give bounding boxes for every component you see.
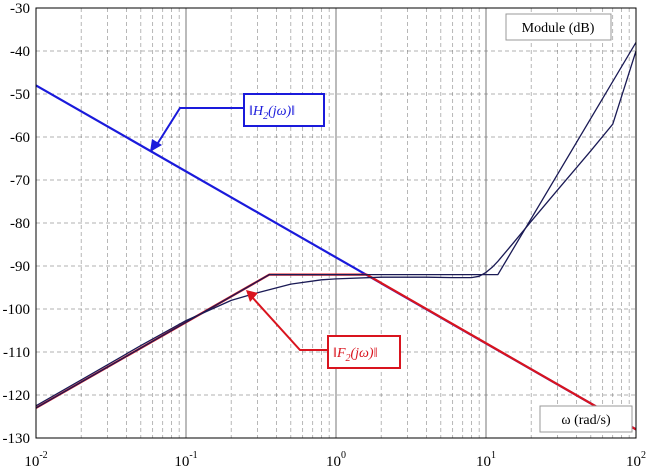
h2-subscript: 2	[263, 111, 268, 122]
f2-arrow-head	[246, 290, 258, 302]
series-group	[35, 42, 637, 431]
h2-annotation: ‖H2(jω)‖	[150, 93, 325, 152]
y-tick-label: -70	[10, 173, 30, 189]
x-tick-exponent: -1	[189, 450, 197, 461]
svg-text:‖H2(jω)‖: ‖H2(jω)‖	[249, 104, 295, 122]
x-tick-base: 10	[24, 454, 39, 470]
x-tick-label: 102	[626, 450, 646, 470]
svg-text:‖F2(jω)‖: ‖F2(jω)‖	[333, 346, 378, 364]
h2-argument: (jω)	[268, 104, 291, 119]
y-tick-label: -130	[3, 431, 31, 447]
omega-label-box: ω (rad/s)	[539, 405, 633, 433]
y-tick-label: -80	[10, 216, 30, 232]
omega-label: ω (rad/s)	[561, 413, 611, 428]
y-tick-label: -120	[3, 388, 31, 404]
f2-annotation: ‖F2(jω)‖	[246, 290, 401, 369]
series-line-3	[35, 42, 637, 409]
x-tick-exponent: 1	[491, 450, 496, 461]
f2-leader	[251, 296, 328, 351]
series-line-4	[35, 50, 637, 407]
x-tick-label: 100	[326, 450, 346, 470]
x-tick-base: 10	[326, 454, 341, 470]
x-tick-labels: 10-2 10-1 100 101 102	[24, 450, 646, 470]
h2-leader	[155, 107, 244, 147]
y-tick-labels: -30 -40 -50 -60 -70 -80 -90 -100 -110 -120 -130	[3, 1, 31, 447]
y-tick-label: -60	[10, 130, 30, 146]
x-tick-base: 10	[174, 454, 189, 470]
y-tick-label: -40	[10, 44, 30, 60]
h2-base: H	[252, 104, 264, 119]
module-label: Module (dB)	[522, 21, 595, 36]
x-tick-exponent: 2	[641, 450, 646, 461]
y-tick-label: -30	[10, 1, 30, 17]
y-tick-label: -50	[10, 87, 30, 103]
grid	[36, 8, 636, 438]
x-tick-exponent: -2	[39, 450, 47, 461]
x-tick-base: 10	[626, 454, 641, 470]
x-tick-exponent: 0	[341, 450, 346, 461]
module-label-box: Module (dB)	[505, 13, 612, 41]
x-tick-label: 10-1	[174, 450, 197, 470]
f2-subscript: 2	[346, 353, 351, 364]
y-tick-label: -110	[3, 345, 30, 361]
x-tick-label: 101	[476, 450, 496, 470]
f2-base: F	[336, 346, 346, 361]
plot-frame	[35, 7, 637, 439]
y-tick-label: -100	[3, 302, 31, 318]
x-tick-base: 10	[476, 454, 491, 470]
h2-arrow-head	[150, 139, 162, 152]
f2-argument: (jω)	[351, 346, 374, 361]
x-tick-label: 10-2	[24, 450, 47, 470]
y-tick-label: -90	[10, 259, 30, 275]
